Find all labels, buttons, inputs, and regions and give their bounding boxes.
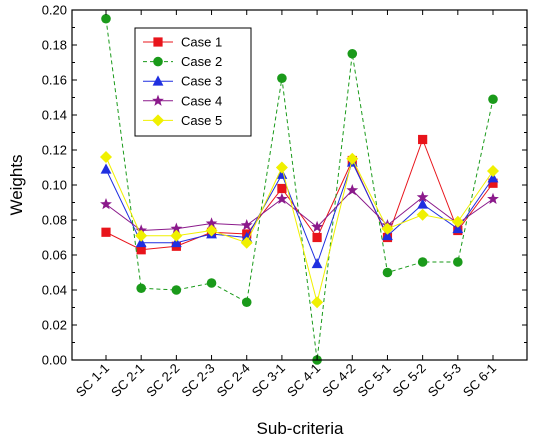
x-tick-label: SC 5-1 — [354, 361, 393, 400]
y-tick-label: 0.16 — [42, 73, 67, 88]
data-point — [488, 178, 498, 188]
legend-marker — [152, 94, 164, 106]
x-tick-label: SC 2-1 — [108, 361, 147, 400]
legend: Case 1 Case 2 Case 3 Case 4 Case 5 — [134, 27, 252, 137]
legend-item: Case 2 — [143, 54, 222, 69]
data-point — [346, 184, 359, 196]
data-point — [100, 198, 112, 210]
x-tick-label: SC 3-1 — [249, 361, 288, 400]
y-tick-label: 0.20 — [42, 3, 67, 18]
data-point — [205, 224, 218, 237]
data-point — [416, 191, 429, 203]
x-tick-label: SC 4-1 — [284, 361, 323, 400]
data-point — [416, 208, 429, 221]
data-point — [170, 229, 183, 242]
legend-label: Case 4 — [181, 93, 222, 108]
y-axis-title: Weights — [7, 154, 26, 215]
x-tick-label: SC 4-2 — [319, 361, 358, 400]
data-point — [240, 219, 253, 231]
data-point — [170, 236, 182, 248]
data-point — [277, 183, 287, 194]
x-tick-label: SC 2-3 — [178, 361, 217, 400]
data-point — [382, 229, 393, 241]
data-point — [136, 283, 146, 294]
data-point — [101, 13, 111, 24]
legend-label: Case 3 — [181, 74, 222, 89]
data-point — [417, 198, 429, 209]
x-tick-label: SC 5-3 — [425, 361, 464, 400]
legend-marker — [153, 37, 163, 47]
series-line — [105, 160, 494, 266]
data-point — [346, 152, 359, 165]
data-point — [101, 227, 111, 237]
legend-item: Case 5 — [143, 113, 222, 128]
data-point — [488, 94, 498, 105]
data-point — [417, 257, 428, 267]
data-point — [453, 257, 463, 267]
legend-marker — [152, 75, 164, 86]
data-point — [206, 278, 217, 288]
x-tick-label: SC 2-4 — [214, 361, 253, 400]
y-tick-label: 0.14 — [42, 108, 67, 123]
data-point — [487, 172, 499, 183]
legend-label: Case 1 — [181, 35, 222, 50]
y-tick-label: 0.04 — [42, 283, 67, 298]
data-point — [487, 165, 499, 177]
data-point — [418, 134, 428, 145]
data-point — [135, 236, 147, 248]
data-point — [381, 222, 394, 235]
legend-label: Case 5 — [181, 113, 222, 128]
y-tick-label: 0.06 — [42, 248, 67, 263]
y-tick-label: 0.18 — [42, 38, 67, 53]
y-tick-label: 0.08 — [42, 213, 67, 228]
data-point — [311, 296, 324, 309]
data-point — [275, 161, 288, 174]
data-point — [311, 220, 323, 233]
legend-item: Case 4 — [143, 93, 222, 108]
data-point — [276, 192, 288, 205]
x-tick-label: SC 2-2 — [143, 361, 182, 400]
series-4 — [100, 184, 499, 236]
legend-marker — [152, 114, 164, 127]
legend-item: Case 1 — [143, 35, 222, 50]
y-tick-label: 0.10 — [42, 178, 67, 193]
data-point — [487, 192, 499, 205]
data-point — [311, 257, 323, 269]
data-point — [136, 245, 146, 255]
data-point — [240, 236, 253, 249]
legend-label: Case 2 — [181, 54, 222, 69]
x-tick-label: SC 1-1 — [73, 361, 112, 400]
data-point — [452, 222, 464, 234]
data-point — [382, 267, 393, 278]
series-5 — [100, 151, 499, 309]
legend-marker — [153, 56, 163, 67]
data-point — [312, 232, 322, 243]
data-point — [135, 229, 148, 242]
x-tick-label: SC 6-1 — [460, 361, 499, 400]
data-point — [451, 215, 464, 228]
y-tick-label: 0.02 — [42, 318, 67, 333]
x-tick-label: SC 5-2 — [390, 361, 429, 400]
legend-item: Case 3 — [143, 74, 222, 89]
data-point — [170, 222, 183, 234]
y-tick-label: 0.00 — [42, 353, 67, 368]
data-point — [347, 48, 358, 59]
series-line — [105, 189, 494, 232]
y-tick-label: 0.12 — [42, 143, 67, 158]
data-point — [100, 163, 112, 174]
x-axis-title: Sub-criteria — [257, 419, 344, 438]
data-point — [205, 217, 218, 229]
data-point — [241, 297, 252, 308]
data-point — [277, 73, 287, 84]
data-point — [100, 151, 112, 163]
data-point — [171, 285, 182, 295]
